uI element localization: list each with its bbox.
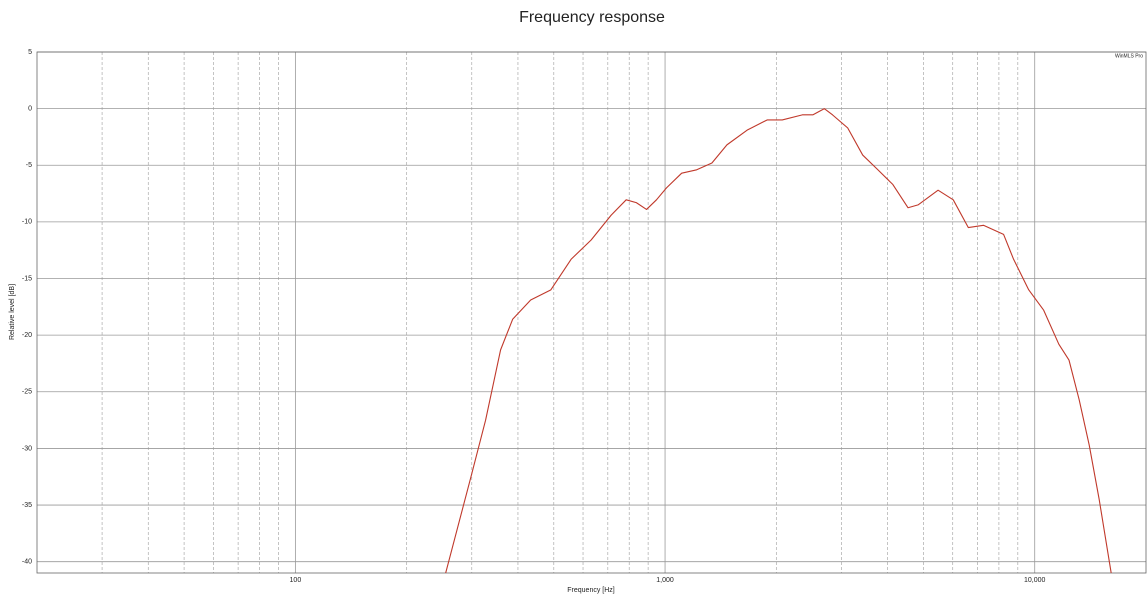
watermark: WinMLS Pro [1115,53,1143,59]
chart-title: Frequency response [519,9,665,26]
x-tick-label: 10,000 [1024,577,1046,584]
x-tick-label: 1,000 [656,577,674,584]
x-axis-label: Frequency [Hz] [567,587,615,594]
y-tick-label: -15 [22,275,32,282]
y-tick-label: 5 [28,49,32,56]
y-tick-label: -30 [22,445,32,452]
y-tick-label: 0 [28,105,32,112]
plot-frame [36,51,1147,574]
y-tick-label: -5 [26,162,32,169]
y-tick-label: -40 [22,559,32,566]
y-tick-label: -35 [22,502,32,509]
y-tick-label: -10 [22,219,32,226]
plot-area [445,108,1112,573]
response-line [445,108,1112,573]
y-tick-label: -20 [22,332,32,339]
x-tick-label: 100 [290,577,302,584]
y-axis-label: Relative level [dB] [9,284,16,340]
y-tick-label: -25 [22,389,32,396]
